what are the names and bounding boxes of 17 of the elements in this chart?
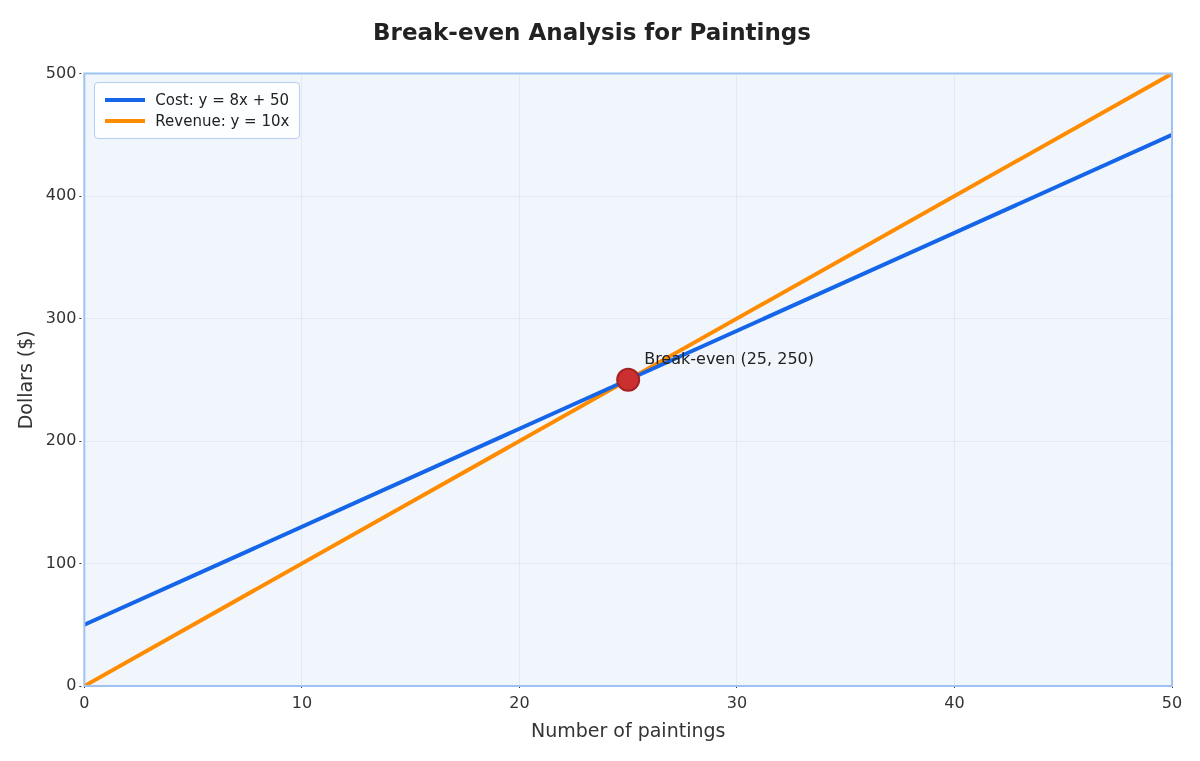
x-tick-label: 50 <box>1161 692 1183 712</box>
x-tick-label: 20 <box>509 692 530 712</box>
y-tick-label: 100 <box>45 552 77 572</box>
y-tick-label: 200 <box>45 430 77 450</box>
x-tick-label: 10 <box>291 692 313 712</box>
y-tick-label: 500 <box>45 62 77 82</box>
x-tick-label: 0 <box>79 692 90 712</box>
x-tick-label: 40 <box>944 692 965 712</box>
y-tick-label: 300 <box>45 307 77 327</box>
y-tick-label: 400 <box>45 185 77 205</box>
legend-label: Cost: y = 8x + 50 <box>155 90 290 109</box>
chart-title: Break-even Analysis for Paintings <box>373 18 811 45</box>
x-axis-title: Number of paintings <box>530 718 726 741</box>
y-tick-label: 0 <box>66 675 77 695</box>
x-tick-label: 30 <box>726 692 748 712</box>
y-axis-title: Dollars ($) <box>14 330 37 430</box>
legend-label: Revenue: y = 10x <box>155 111 290 130</box>
